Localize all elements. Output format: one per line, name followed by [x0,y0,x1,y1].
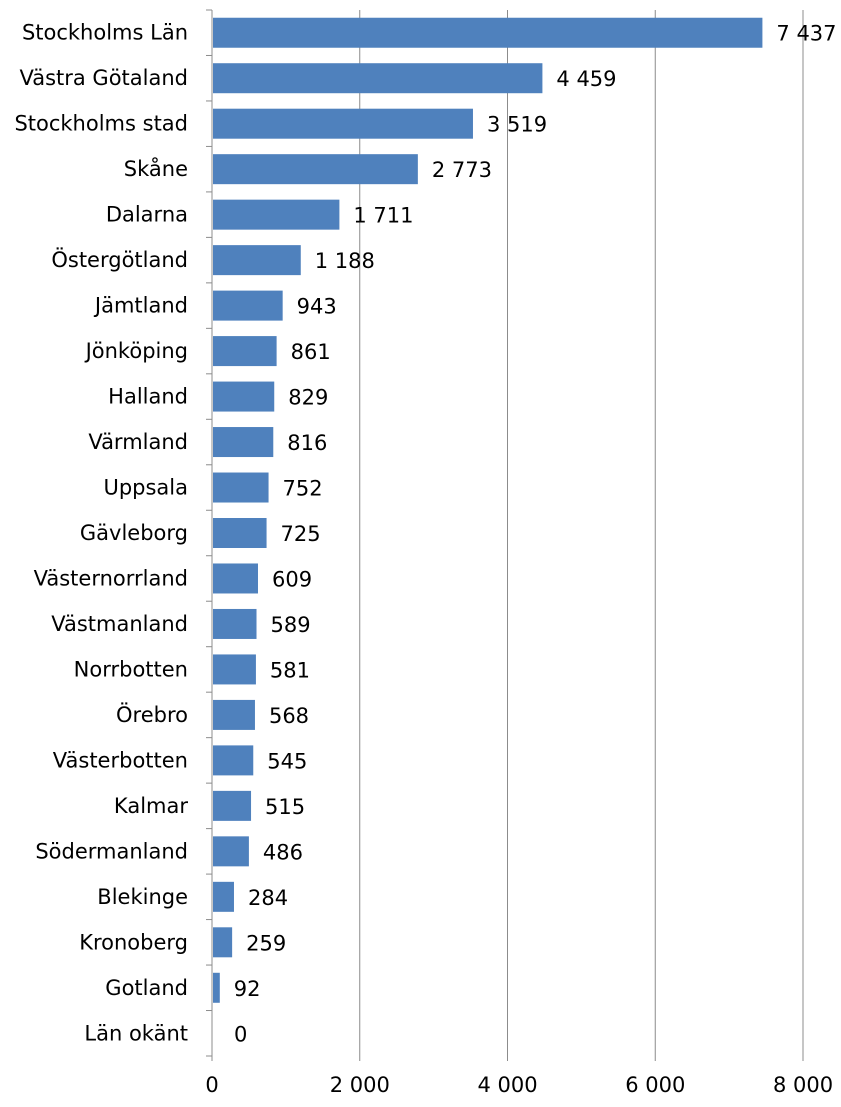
value-label-1: 4 459 [556,67,616,91]
bar-7 [213,336,277,367]
category-label-3: Skåne [124,156,188,181]
category-label-10: Uppsala [103,476,188,500]
category-label-1: Västra Götaland [19,66,188,90]
value-label-0: 7 437 [776,22,836,46]
x-tick-label-0: 0 [205,1073,218,1097]
bar-16 [213,745,254,776]
bar-20 [213,927,233,958]
value-label-7: 861 [291,340,331,364]
x-tick-label-8000: 8 000 [773,1073,833,1097]
bar-layer [213,17,763,1003]
axis-layer: 0 2 000 4 000 6 000 8 000 [205,9,833,1097]
category-label-5: Östergötland [51,247,188,272]
value-label-22: 0 [234,1022,247,1046]
category-label-7: Jönköping [84,339,188,363]
value-label-21: 92 [234,977,261,1001]
x-tick-label-2000: 2 000 [330,1073,390,1097]
category-label-16: Västerbotten [53,748,188,772]
category-label-0: Stockholms Län [22,21,188,45]
value-label-2: 3 519 [487,113,547,137]
value-label-20: 259 [246,931,286,955]
value-label-15: 568 [269,704,309,728]
bar-0 [213,17,763,48]
bar-10 [213,472,269,503]
value-label-6: 943 [297,295,337,319]
value-label-3: 2 773 [432,158,492,182]
bar-19 [213,881,234,912]
category-label-11: Gävleborg [80,521,188,545]
category-label-14: Norrbotten [74,657,188,681]
bar-3 [213,154,418,185]
category-label-19: Blekinge [97,885,188,909]
value-label-17: 515 [265,795,305,819]
bar-15 [213,699,255,730]
bar-2 [213,108,473,139]
bar-8 [213,381,275,412]
value-label-5: 1 188 [315,249,375,273]
value-label-10: 752 [283,477,323,501]
value-label-12: 609 [272,567,312,591]
bar-5 [213,245,301,276]
bar-18 [213,836,249,867]
value-label-11: 725 [281,522,321,546]
category-label-18: Södermanland [35,839,188,863]
bar-1 [213,63,543,94]
x-tick-label-6000: 6 000 [625,1073,685,1097]
category-label-20: Kronoberg [79,930,188,954]
grid-layer [359,10,804,1061]
value-label-18: 486 [263,840,303,864]
x-tick-label-4000: 4 000 [477,1073,537,1097]
value-label-16: 545 [267,749,307,773]
value-label-13: 589 [271,613,311,637]
category-label-15: Örebro [116,702,188,727]
value-label-9: 816 [287,431,327,455]
bar-21 [213,972,220,1003]
bar-13 [213,608,257,639]
bar-6 [213,290,283,321]
category-label-22: Län okänt [84,1021,188,1045]
category-label-12: Västernorrland [34,566,188,590]
category-label-13: Västmanland [51,612,188,636]
category-label-2: Stockholms stad [14,112,188,136]
category-label-6: Jämtland [93,294,188,318]
category-label-17: Kalmar [114,794,188,818]
category-label-9: Värmland [88,430,188,454]
value-label-4: 1 711 [353,204,413,228]
value-label-14: 581 [270,658,310,682]
category-label-4: Dalarna [106,203,188,227]
bar-12 [213,563,258,594]
label-layer: Stockholms Län 7 437 Västra Götaland 4 459 S… [14,21,836,1047]
bar-17 [213,790,252,821]
category-label-21: Gotland [105,976,188,1000]
bar-14 [213,654,256,685]
category-label-8: Halland [108,385,188,409]
value-label-8: 829 [288,386,328,410]
bar-4 [213,199,340,230]
bar-11 [213,518,267,548]
value-label-19: 284 [248,886,288,910]
bar-9 [213,427,274,458]
